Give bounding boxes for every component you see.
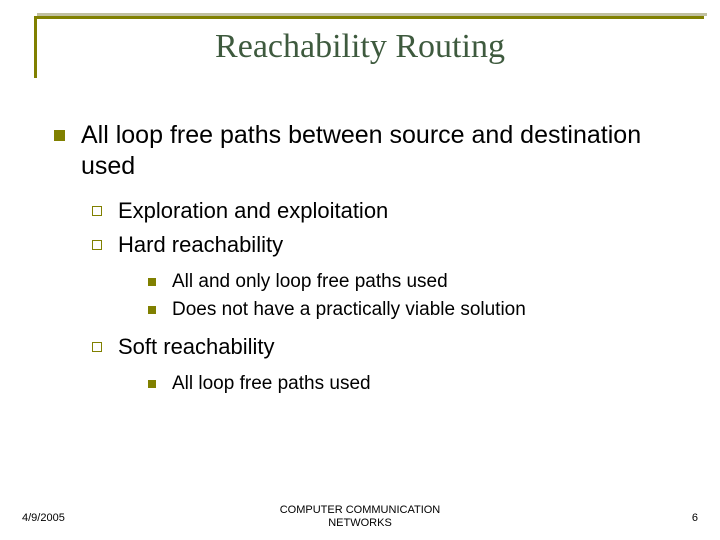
filled-square-icon — [54, 130, 65, 141]
bullet-lvl3: Does not have a practically viable solut… — [148, 298, 680, 323]
hollow-square-icon — [92, 240, 102, 250]
filled-square-icon — [148, 306, 156, 314]
bullet-lvl1: All loop free paths between source and d… — [54, 120, 680, 183]
footer-line2: NETWORKS — [328, 517, 392, 529]
footer-line1: COMPUTER COMMUNICATION — [280, 504, 441, 516]
bullet-lvl3-text: Does not have a practically viable solut… — [172, 298, 526, 323]
bullet-lvl2-text: Soft reachability — [118, 333, 275, 362]
bullet-lvl2: Hard reachability — [92, 231, 680, 260]
frame-top-border — [34, 16, 704, 19]
bullet-lvl2-text: Hard reachability — [118, 231, 283, 260]
bullet-lvl2: Exploration and exploitation — [92, 197, 680, 226]
bullet-lvl3-text: All loop free paths used — [172, 372, 371, 397]
bullet-lvl3: All and only loop free paths used — [148, 270, 680, 295]
filled-square-icon — [148, 380, 156, 388]
hollow-square-icon — [92, 342, 102, 352]
footer-center: COMPUTER COMMUNICATION NETWORKS — [0, 504, 720, 530]
bullet-lvl3-text: All and only loop free paths used — [172, 270, 448, 295]
footer-page-number: 6 — [692, 512, 698, 524]
filled-square-icon — [148, 278, 156, 286]
slide-content: All loop free paths between source and d… — [54, 120, 680, 406]
slide-title: Reachability Routing — [0, 28, 720, 66]
bullet-lvl2: Soft reachability — [92, 333, 680, 362]
bullet-lvl1-text: All loop free paths between source and d… — [81, 120, 680, 183]
bullet-lvl3: All loop free paths used — [148, 372, 680, 397]
bullet-lvl2-text: Exploration and exploitation — [118, 197, 388, 226]
hollow-square-icon — [92, 206, 102, 216]
